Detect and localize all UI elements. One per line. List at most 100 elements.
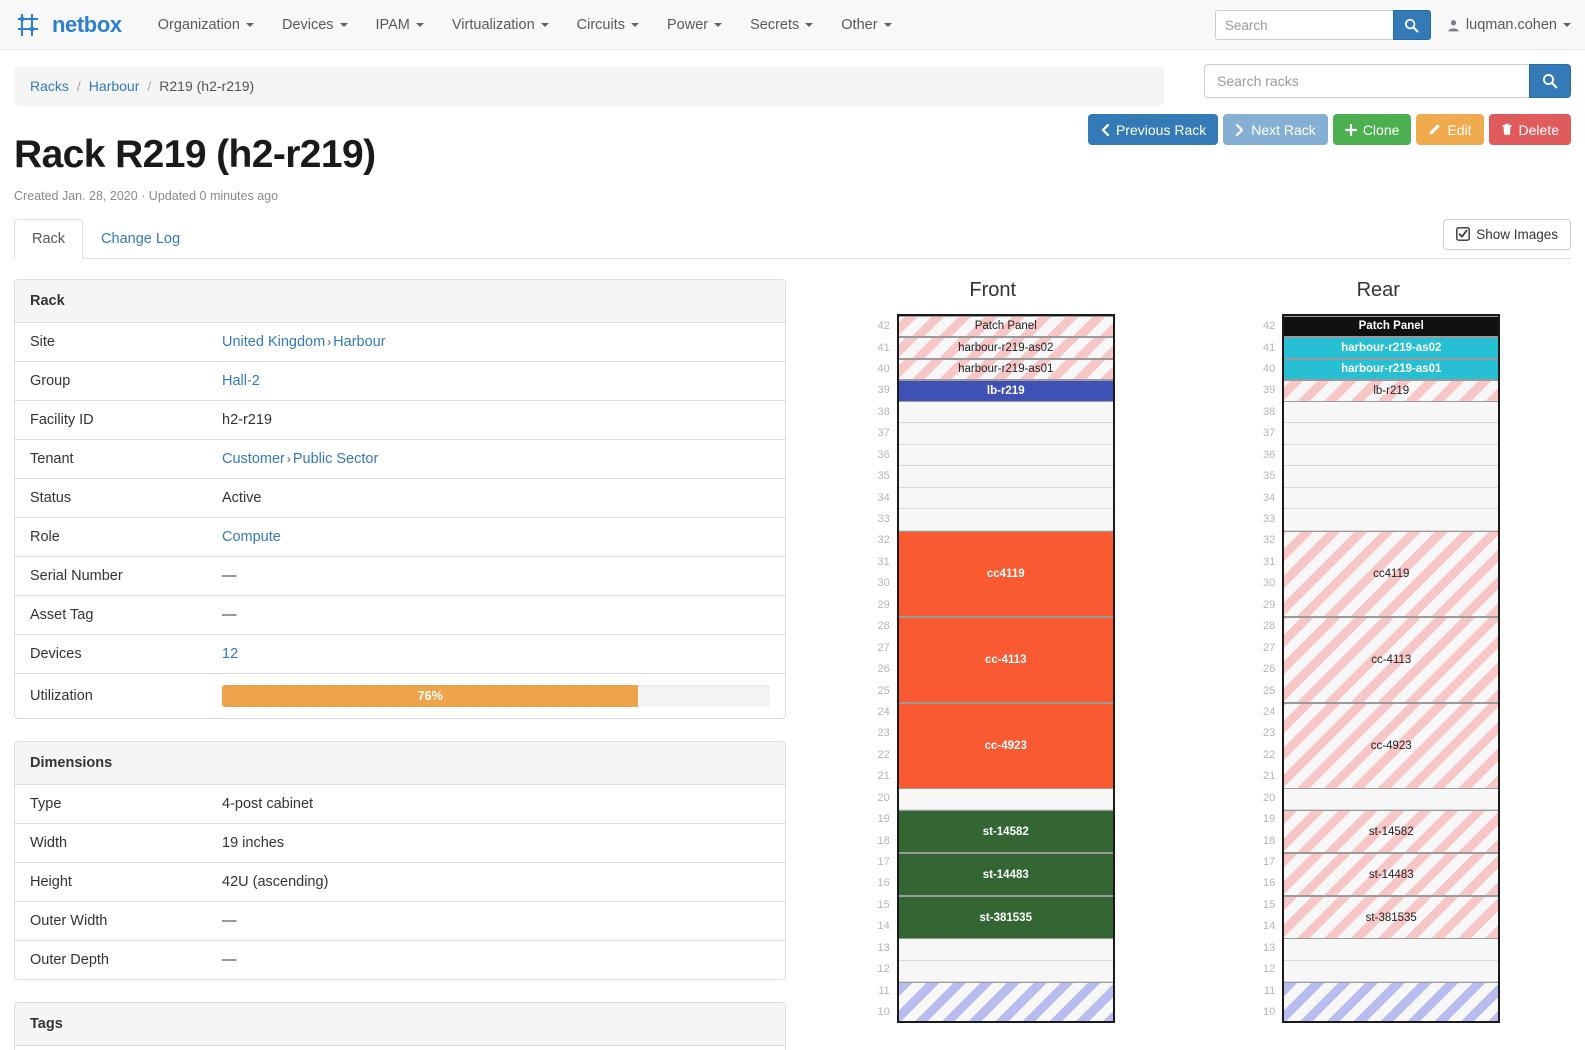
breadcrumb-site[interactable]: Harbour <box>88 78 140 94</box>
site-region-link[interactable]: United Kingdom <box>222 333 326 350</box>
chevron-right-icon <box>1236 123 1244 136</box>
rear-elevation-body: 42 41 40 39 38 37 36 35 34 33 32 31 30 29 28 27 26 25 24 23… <box>1256 313 1501 1024</box>
chevron-down-icon <box>883 22 892 27</box>
nav-item-power[interactable]: Power <box>653 8 736 42</box>
tab-change-log[interactable]: Change Log <box>101 230 181 247</box>
rack-unit-number: 40 <box>877 362 890 375</box>
rack-unit-slot[interactable] <box>1284 509 1499 531</box>
previous-rack-button[interactable]: Previous Rack <box>1087 114 1219 145</box>
show-images-button[interactable]: Show Images <box>1443 218 1571 250</box>
devices-count-link[interactable]: 12 <box>222 645 239 662</box>
breadcrumb-current: R219 (h2-r219) <box>159 78 255 94</box>
nav-item-organization[interactable]: Organization <box>144 8 268 42</box>
rack-unit-slot[interactable] <box>898 960 1113 983</box>
rack-unit-slot[interactable] <box>1284 401 1499 424</box>
rack-unit-slot[interactable] <box>898 444 1113 467</box>
rack-device[interactable]: Patch Panel <box>1284 315 1499 338</box>
rack-info-panel: Rack Site United Kingdom › Harbour Group H… <box>14 278 786 719</box>
front-rack-frame[interactable]: Patch Panel harbour-r219-as02 harbour-r219… <box>896 313 1115 1024</box>
pencil-icon <box>1429 124 1441 135</box>
rack-unit-number: 37 <box>877 427 890 440</box>
row-value-outer-depth: — <box>207 939 785 979</box>
clone-label: Clone <box>1362 121 1400 138</box>
rack-unit-number: 12 <box>1263 963 1276 976</box>
global-search-button[interactable] <box>1392 10 1431 40</box>
global-search-input[interactable] <box>1214 10 1393 40</box>
rack-device[interactable]: harbour-r219-as01 <box>898 358 1113 381</box>
rack-device[interactable]: cc-4923 <box>898 702 1113 789</box>
table-row: Facility ID h2-r219 <box>15 399 785 440</box>
user-menu[interactable]: luqman.cohen <box>1447 17 1571 33</box>
next-rack-button[interactable]: Next Rack <box>1223 114 1328 145</box>
netbox-logo-link[interactable]: netbox <box>14 10 122 40</box>
rack-unit-number: 10 <box>877 1006 890 1019</box>
breadcrumb-row: Racks / Harbour / R219 (h2-r219) <box>14 50 1571 106</box>
group-link[interactable]: Hall-2 <box>222 372 260 389</box>
nav-item-circuits[interactable]: Circuits <box>563 8 653 42</box>
breadcrumb-racks[interactable]: Racks <box>30 78 69 94</box>
rack-unit-slot[interactable] <box>898 423 1113 445</box>
rack-unit-slot[interactable] <box>1284 487 1499 510</box>
rack-unit-slot[interactable] <box>898 487 1113 510</box>
tenant-link[interactable]: Public Sector <box>292 450 379 467</box>
tenant-group-link[interactable]: Customer <box>222 450 285 467</box>
rack-unit-slot[interactable] <box>1284 960 1499 983</box>
rack-device[interactable]: lb-r219 <box>1284 380 1499 402</box>
rack-unit-slot[interactable] <box>1284 444 1499 467</box>
rack-device[interactable]: lb-r219 <box>898 380 1113 402</box>
nav-item-secrets[interactable]: Secrets <box>736 8 827 42</box>
rack-device[interactable]: st-14483 <box>898 853 1113 897</box>
table-row: Outer Depth — <box>15 939 785 979</box>
utilization-value: 76% <box>417 688 443 703</box>
rack-unit-slot[interactable] <box>1284 466 1499 488</box>
tags-panel-heading: Tags <box>15 1002 785 1046</box>
rack-device[interactable]: Patch Panel <box>898 315 1113 338</box>
rack-device[interactable]: cc4119 <box>1284 530 1499 617</box>
tab-rack[interactable]: Rack <box>14 218 84 259</box>
nav-label-devices: Devices <box>281 16 334 33</box>
rack-unit-slot[interactable] <box>898 788 1113 811</box>
site-link[interactable]: Harbour <box>333 333 386 350</box>
nav-item-devices[interactable]: Devices <box>268 8 362 42</box>
previous-rack-label: Previous Rack <box>1115 121 1207 138</box>
rack-device[interactable]: st-381535 <box>898 896 1113 940</box>
rack-device[interactable]: cc-4113 <box>898 616 1113 703</box>
front-elevation-title: Front <box>969 278 1017 301</box>
delete-button[interactable]: Delete <box>1488 114 1571 145</box>
rack-reservation[interactable] <box>898 982 1113 1022</box>
rack-unit-number: 14 <box>1263 920 1276 933</box>
edit-button[interactable]: Edit <box>1416 114 1484 145</box>
rack-search-button[interactable] <box>1529 64 1571 98</box>
rack-unit-slot[interactable] <box>1284 939 1499 961</box>
rack-reservation[interactable] <box>1284 982 1499 1022</box>
row-value-type: 4-post cabinet <box>222 795 314 812</box>
rack-search-input[interactable] <box>1204 64 1529 98</box>
rack-unit-slot[interactable] <box>898 939 1113 961</box>
rack-device[interactable]: harbour-r219-as02 <box>898 337 1113 359</box>
nav-item-ipam[interactable]: IPAM <box>362 8 438 42</box>
rack-unit-slot[interactable] <box>898 401 1113 424</box>
rack-device[interactable]: st-14582 <box>898 810 1113 854</box>
rack-unit-number: 21 <box>877 770 890 783</box>
rack-unit-slot[interactable] <box>1284 788 1499 811</box>
rack-unit-slot[interactable] <box>1284 423 1499 445</box>
rack-device[interactable]: st-381535 <box>1284 896 1499 940</box>
nav-item-other[interactable]: Other <box>827 8 905 42</box>
row-value-site: United Kingdom › Harbour <box>207 323 785 362</box>
role-link[interactable]: Compute <box>222 528 281 545</box>
rack-unit-slot[interactable] <box>898 509 1113 531</box>
rack-device[interactable]: harbour-r219-as01 <box>1284 358 1499 381</box>
rack-device[interactable]: st-14483 <box>1284 853 1499 897</box>
rear-rack-frame[interactable]: Patch Panel harbour-r219-as02 harbour-r219… <box>1282 313 1501 1024</box>
nav-item-virtualization[interactable]: Virtualization <box>438 8 563 42</box>
rack-device[interactable]: st-14582 <box>1284 810 1499 854</box>
main-layout: Rack Site United Kingdom › Harbour Group H… <box>14 278 1571 1050</box>
user-icon <box>1448 19 1459 31</box>
rack-unit-slot[interactable] <box>898 466 1113 488</box>
rack-device[interactable]: cc-4923 <box>1284 702 1499 789</box>
rack-unit-number: 31 <box>877 555 890 568</box>
rack-device[interactable]: cc-4113 <box>1284 616 1499 703</box>
rack-device[interactable]: cc4119 <box>898 530 1113 617</box>
rack-device[interactable]: harbour-r219-as02 <box>1284 337 1499 359</box>
clone-button[interactable]: Clone <box>1332 114 1412 145</box>
